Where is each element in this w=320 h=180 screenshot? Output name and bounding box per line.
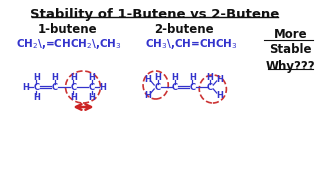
Text: C: C xyxy=(207,82,213,91)
Text: H: H xyxy=(216,75,223,84)
Text: H: H xyxy=(144,75,151,84)
Text: More
Stable: More Stable xyxy=(269,28,312,56)
Text: 1-butene: 1-butene xyxy=(38,23,97,36)
Text: C: C xyxy=(52,82,58,91)
Text: H: H xyxy=(144,91,151,100)
Text: H: H xyxy=(22,82,29,91)
Text: H: H xyxy=(154,73,161,82)
Text: H: H xyxy=(33,93,40,102)
Text: Stability of 1-Butene vs 2-Butene: Stability of 1-Butene vs 2-Butene xyxy=(30,8,279,21)
Text: C: C xyxy=(70,82,76,91)
Text: H: H xyxy=(70,93,77,102)
Text: H: H xyxy=(52,73,58,82)
Text: H: H xyxy=(70,73,77,82)
Text: H: H xyxy=(88,93,95,102)
Text: H: H xyxy=(172,73,179,82)
Text: C: C xyxy=(155,82,161,91)
Text: CH$_3$\,CH=CHCH$_3$: CH$_3$\,CH=CHCH$_3$ xyxy=(145,37,238,51)
Text: C: C xyxy=(89,82,95,91)
Text: Why???: Why??? xyxy=(266,60,315,73)
Text: H: H xyxy=(99,82,106,91)
Text: H: H xyxy=(216,91,223,100)
Text: C: C xyxy=(189,82,196,91)
Text: H: H xyxy=(206,73,213,82)
Text: H: H xyxy=(88,73,95,82)
Text: H: H xyxy=(33,73,40,82)
Text: C: C xyxy=(172,82,178,91)
Text: C: C xyxy=(33,82,40,91)
Text: CH$_2$\,=CHCH$_2$\,CH$_3$: CH$_2$\,=CHCH$_2$\,CH$_3$ xyxy=(16,37,122,51)
Text: H: H xyxy=(189,73,196,82)
Text: 2-butene: 2-butene xyxy=(154,23,213,36)
